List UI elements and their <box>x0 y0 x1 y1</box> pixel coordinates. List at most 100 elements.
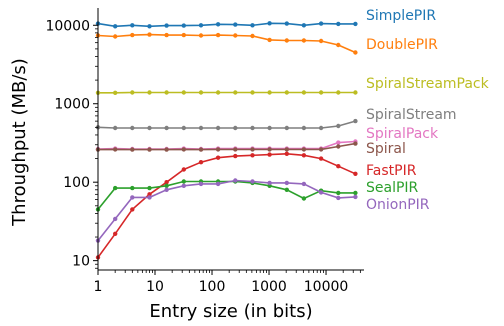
data-point <box>181 32 186 38</box>
data-point <box>301 38 307 43</box>
x-tick-label: 1000 <box>251 279 287 295</box>
data-point <box>130 207 135 212</box>
data-point <box>301 181 307 187</box>
data-point <box>113 90 118 96</box>
data-point <box>198 125 204 131</box>
data-point <box>181 23 186 28</box>
data-point <box>318 156 324 161</box>
data-point <box>336 164 341 169</box>
data-point <box>336 144 341 149</box>
data-point <box>284 187 289 192</box>
series-line <box>97 140 356 150</box>
data-point <box>250 179 255 184</box>
y-axis-title: Throughput (MB/s) <box>9 58 30 227</box>
data-point <box>250 33 255 39</box>
data-point <box>233 125 238 131</box>
data-point <box>353 118 358 124</box>
data-point <box>353 50 358 55</box>
data-point <box>215 32 221 38</box>
series-onionpir: OnionPIR <box>95 178 430 243</box>
data-point <box>164 32 169 38</box>
data-point <box>181 183 186 188</box>
series-line <box>97 120 356 129</box>
data-point <box>130 147 135 152</box>
data-point <box>336 90 341 95</box>
x-tick-label: 100 <box>199 279 226 295</box>
data-point <box>147 195 152 200</box>
data-point <box>284 21 289 26</box>
series-label: Spiral <box>366 141 406 157</box>
series-label: SpiralPack <box>366 126 439 142</box>
data-point <box>130 125 135 131</box>
data-point <box>284 147 289 152</box>
data-point <box>113 24 118 29</box>
series-line <box>97 22 356 28</box>
data-point <box>284 125 289 131</box>
data-point <box>147 32 152 37</box>
data-point <box>215 155 221 160</box>
data-point <box>130 32 135 38</box>
data-point <box>181 125 186 131</box>
data-point <box>164 183 169 188</box>
data-point <box>318 38 324 44</box>
data-point <box>130 90 135 95</box>
data-point <box>233 33 238 38</box>
data-point <box>233 178 238 183</box>
data-point <box>198 90 204 95</box>
series-spiralstream: SpiralStream <box>95 107 457 131</box>
data-point <box>267 152 272 157</box>
series-line <box>97 179 356 242</box>
series-label: DoublePIR <box>366 37 438 53</box>
y-tick-label: 1000 <box>54 97 90 113</box>
data-point <box>267 180 272 186</box>
data-point <box>250 153 255 158</box>
data-point <box>198 147 204 152</box>
data-point <box>267 21 272 26</box>
y-tick-label: 10000 <box>45 18 90 34</box>
series-line <box>97 142 356 151</box>
data-point <box>113 216 118 222</box>
data-point <box>250 90 255 95</box>
data-point <box>233 90 238 95</box>
data-point <box>301 196 307 201</box>
series-line <box>97 33 356 54</box>
data-point <box>233 153 238 159</box>
series-spiralstreampack: SpiralStreamPack <box>95 76 490 96</box>
data-point <box>267 125 272 131</box>
data-point <box>198 160 204 165</box>
data-point <box>353 21 358 27</box>
y-tick-label: 10 <box>72 254 90 270</box>
data-point <box>336 42 341 48</box>
data-point <box>301 125 307 131</box>
x-tick-label: 10000 <box>304 279 349 295</box>
data-point <box>147 192 152 197</box>
data-point <box>250 23 255 28</box>
data-point <box>336 140 341 145</box>
data-point <box>318 125 324 131</box>
series-label: SimplePIR <box>366 8 436 24</box>
x-tick-label: 1 <box>94 279 103 295</box>
data-point <box>318 147 324 152</box>
series-spiral: Spiral <box>95 141 406 157</box>
data-point <box>250 147 255 152</box>
data-point <box>147 90 152 95</box>
data-point <box>147 125 152 131</box>
data-point <box>130 195 135 200</box>
data-point <box>233 22 238 27</box>
data-point <box>164 180 169 185</box>
data-point <box>318 90 324 95</box>
x-tick-label: 10 <box>146 279 164 295</box>
data-point <box>267 90 272 95</box>
data-point <box>130 185 135 191</box>
data-point <box>353 194 358 200</box>
data-point <box>164 125 169 131</box>
data-point <box>181 90 186 95</box>
data-point <box>284 151 289 156</box>
data-point <box>284 180 289 186</box>
data-point <box>353 190 358 196</box>
data-point <box>336 123 341 129</box>
data-point <box>233 147 238 152</box>
data-point <box>113 185 118 191</box>
